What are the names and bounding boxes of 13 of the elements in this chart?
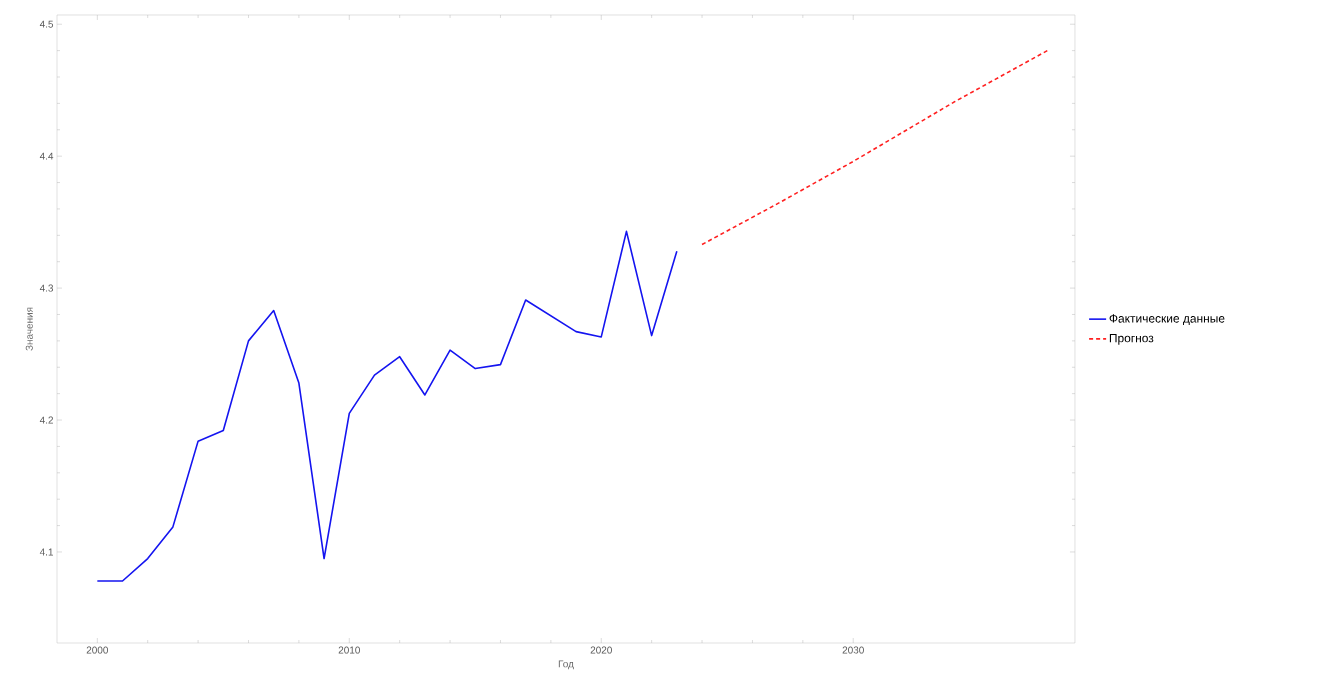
legend-label: Прогноз xyxy=(1109,334,1154,345)
x-tick-label: 2010 xyxy=(338,646,360,654)
y-tick-label: 4.3 xyxy=(39,284,54,292)
y-tick-label: 4.4 xyxy=(39,152,54,160)
x-tick-label: 2000 xyxy=(86,646,109,654)
y-tick-label: 4.5 xyxy=(39,20,54,28)
x-tick-label: 2030 xyxy=(842,646,864,654)
legend-label: Фактические данные xyxy=(1109,314,1225,325)
y-tick-label: 4.2 xyxy=(39,416,53,424)
x-axis-title: Год xyxy=(558,660,574,670)
y-tick-label: 4.1 xyxy=(39,548,53,556)
x-tick-label: 2020 xyxy=(590,646,612,654)
y-axis-title: Значения xyxy=(25,307,33,351)
